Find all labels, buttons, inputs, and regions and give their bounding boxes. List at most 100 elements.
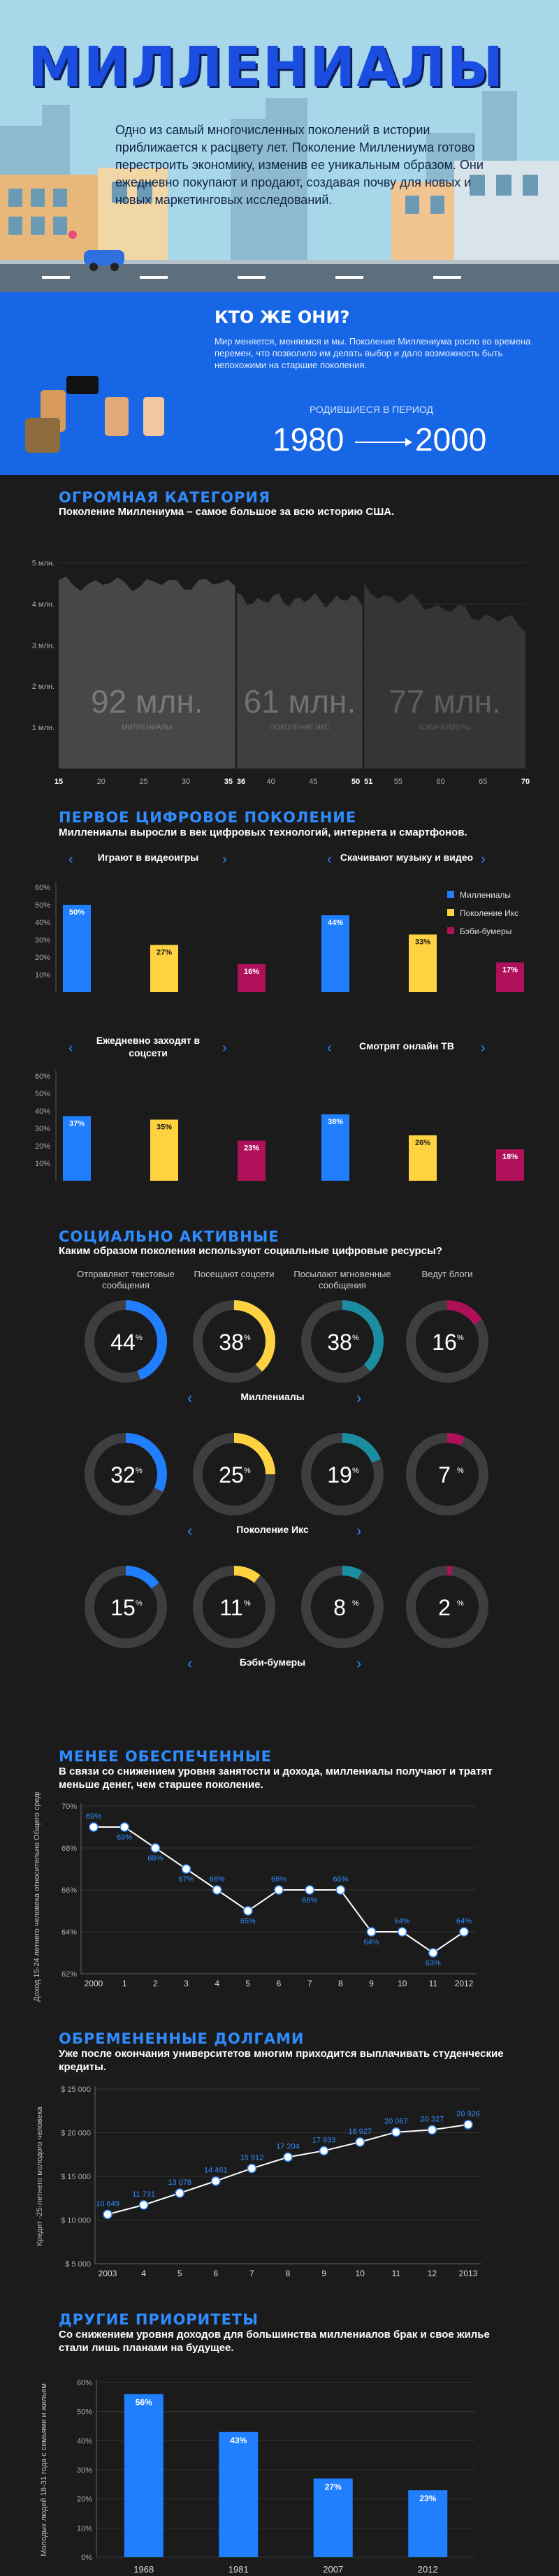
donut-arc <box>193 1566 275 1648</box>
data-point <box>89 1822 99 1832</box>
data-point <box>463 2120 473 2130</box>
donut-arc <box>85 1300 167 1383</box>
donut-arc <box>301 1566 384 1648</box>
x-tick-label: 6 <box>277 1979 282 1988</box>
income-title: МЕНЕЕ ОБЕСПЕЧЕННЫЕ <box>59 1748 272 1765</box>
y-tick-label: 40% <box>77 2437 92 2445</box>
social-title: СОЦИАЛЬНО АКТИВНЫЕ <box>59 1228 280 1245</box>
data-point <box>212 1885 222 1895</box>
bar-value-label: 26% <box>415 1139 430 1147</box>
population-group-label: МИЛЛЕНИАЛЫ <box>122 724 172 732</box>
bar <box>150 945 178 992</box>
x-tick-label: 70 <box>521 778 530 786</box>
donut-arc <box>301 1300 384 1383</box>
phones-illustration <box>25 376 164 453</box>
data-label: 14 461 <box>204 2167 228 2175</box>
who-section: КТО ЖЕ ОНИ? Мир меняется, меняемся и мы.… <box>0 292 559 475</box>
bar-value-label: 18% <box>502 1153 518 1161</box>
bar <box>238 1140 266 1181</box>
prev-arrow-icon: ‹ <box>327 1040 332 1056</box>
x-tick-label: 2012 <box>455 1979 474 1988</box>
group-name: Миллениалы <box>240 1391 304 1402</box>
legend-item-boomers: Бэби-бумеры <box>447 922 518 940</box>
data-label: 65% <box>240 1917 256 1926</box>
city-illustration <box>0 0 559 292</box>
donut-value: 19 <box>327 1462 352 1487</box>
donut-value: 15 <box>110 1595 136 1620</box>
bar <box>313 2478 353 2557</box>
debt-title: ОБРЕМЕНЕННЫЕ ДОЛГАМИ <box>59 2030 305 2047</box>
bar <box>496 962 524 992</box>
year-from: 1980 <box>273 421 344 458</box>
y-tick-label: 62% <box>61 1970 77 1979</box>
x-tick-label: 51 <box>364 778 372 786</box>
data-point <box>355 2137 365 2147</box>
donut-arc <box>301 1433 384 1515</box>
x-tick-label: 45 <box>309 778 317 786</box>
x-tick-label: 4 <box>141 2269 146 2278</box>
x-tick-label: 2012 <box>418 2564 438 2575</box>
bar-value-label: 56% <box>136 2398 152 2408</box>
bar-value-label: 35% <box>157 1123 172 1132</box>
data-point <box>247 2163 257 2174</box>
y-tick-label: 10% <box>77 2524 92 2533</box>
donut-percent-sign: % <box>352 1334 359 1342</box>
x-tick-label: 2007 <box>323 2564 343 2575</box>
data-label: 64% <box>363 1938 379 1946</box>
bar <box>408 2490 448 2557</box>
population-subtitle: Поколение Миллениума – самое большое за … <box>59 506 395 518</box>
data-point <box>391 2127 401 2137</box>
legend-label: Миллениалы <box>460 890 511 900</box>
data-label: 17 933 <box>312 2136 336 2144</box>
panel-title: Смотрят онлайн ТВ <box>359 1040 454 1051</box>
column-label: Ведут блоги <box>421 1269 472 1279</box>
prev-arrow-icon: ‹ <box>68 1040 73 1056</box>
y-tick-label: 70% <box>61 1803 77 1811</box>
y-tick-label: 10% <box>35 1160 50 1168</box>
y-tick-label: 3 млн. <box>32 641 55 650</box>
data-label: 64% <box>456 1917 472 1926</box>
donut-value: 25 <box>219 1462 244 1487</box>
next-arrow-icon: › <box>356 1654 361 1672</box>
data-point <box>283 2152 293 2162</box>
donut-percent-sign: % <box>352 1467 359 1475</box>
data-point <box>427 2125 437 2135</box>
bar-value-label: 27% <box>325 2482 342 2492</box>
bar-value-label: 27% <box>157 949 172 957</box>
donut-percent-sign: % <box>136 1334 143 1342</box>
y-tick-label: 4 млн. <box>32 600 55 609</box>
bar-value-label: 38% <box>328 1118 343 1126</box>
x-tick-label: 9 <box>321 2269 326 2278</box>
y-tick-label: 40% <box>35 1107 50 1116</box>
bar <box>321 915 349 992</box>
x-tick-label: 10 <box>356 2269 365 2278</box>
x-tick-label: 8 <box>338 1979 343 1988</box>
x-tick-label: 1981 <box>228 2564 249 2575</box>
social-subtitle: Каким образом поколения используют социа… <box>59 1245 442 1257</box>
data-label: 13 078 <box>168 2178 191 2187</box>
group-name: Поколение Икс <box>236 1524 309 1535</box>
digital-chart-2: 10% 20% 30% 40% 50% 60% ‹ › Ежедневно заходят вс… <box>35 1035 524 1181</box>
bar <box>63 1116 91 1181</box>
next-arrow-icon: › <box>356 1522 361 1539</box>
legend-label: Бэби-бумеры <box>460 926 512 936</box>
x-tick-label: 3 <box>184 1979 189 1988</box>
y-tick-label: 20% <box>35 1142 50 1151</box>
debt-chart: $ 5 000 $ 10 000 $ 15 000 $ 20 000 $ 25 000 К… <box>36 2086 481 2278</box>
bar-value-label: 23% <box>419 2494 436 2503</box>
y-tick-label: 30% <box>77 2466 92 2475</box>
bar <box>321 1114 349 1181</box>
data-point <box>138 2200 149 2210</box>
data-label: 20 327 <box>421 2115 444 2123</box>
data-point <box>150 1843 161 1853</box>
data-label: 64% <box>395 1917 410 1926</box>
x-tick-label: 7 <box>307 1979 312 1988</box>
digital-legend: Миллениалы Поколение Икс Бэби-бумеры <box>447 886 518 940</box>
x-tick-label: 15 <box>55 778 63 786</box>
panel-title: Скачивают музыку и видео <box>340 852 473 863</box>
hand-phone-icon <box>25 376 164 453</box>
y-tick-label: 40% <box>35 919 50 927</box>
data-label: 20 067 <box>384 2118 408 2126</box>
donut-value: 38 <box>219 1330 244 1355</box>
